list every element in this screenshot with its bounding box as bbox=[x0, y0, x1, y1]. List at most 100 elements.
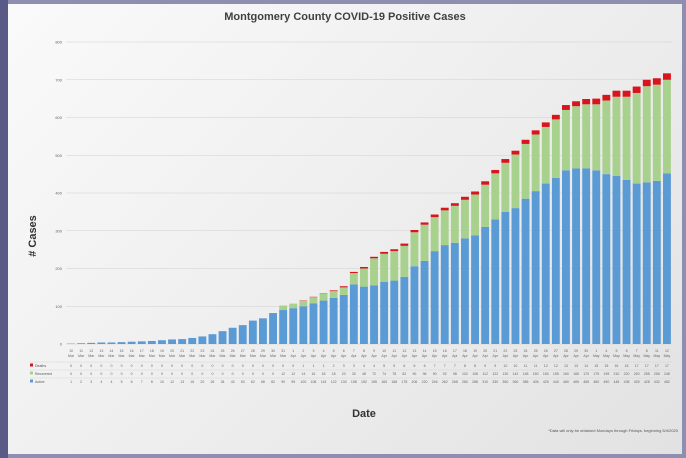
bar-active bbox=[461, 238, 469, 344]
bar-active bbox=[168, 339, 176, 344]
bar-active bbox=[663, 173, 671, 344]
bar-active bbox=[259, 318, 267, 344]
data-label: 262 bbox=[442, 380, 448, 384]
data-label: 310 bbox=[482, 380, 488, 384]
data-label: 288 bbox=[472, 380, 478, 384]
data-label: 62 bbox=[251, 380, 255, 384]
bar-active bbox=[349, 284, 358, 344]
data-label: 10 bbox=[160, 380, 164, 384]
data-label: 2 bbox=[333, 364, 335, 368]
data-label: 170 bbox=[583, 372, 589, 376]
bar-active bbox=[602, 174, 611, 344]
data-label: 130 bbox=[341, 380, 347, 384]
x-tick-month: Apr bbox=[301, 354, 307, 358]
bar-recovered bbox=[551, 119, 560, 178]
bar-active bbox=[279, 310, 288, 344]
data-label: 0 bbox=[100, 372, 102, 376]
data-label: 0 bbox=[252, 364, 254, 368]
data-label: 0 bbox=[272, 372, 274, 376]
data-label: 240 bbox=[634, 372, 640, 376]
bar-active bbox=[370, 285, 378, 344]
bar-active bbox=[248, 320, 257, 344]
x-tick-day: 8 bbox=[363, 349, 365, 353]
data-label: 122 bbox=[492, 372, 498, 376]
bar-recovered bbox=[430, 217, 439, 252]
data-label: 385 bbox=[523, 380, 529, 384]
bar-active bbox=[642, 182, 651, 344]
data-label: 246 bbox=[432, 380, 438, 384]
legend-entry: Active bbox=[35, 380, 45, 384]
data-label: 13 bbox=[180, 380, 184, 384]
x-tick-day: 11 bbox=[655, 349, 659, 353]
x-tick-month: Mar bbox=[149, 354, 156, 358]
bar-active bbox=[319, 300, 328, 344]
x-tick-month: May bbox=[664, 354, 671, 358]
x-tick-month: Apr bbox=[523, 354, 529, 358]
data-label: 18 bbox=[332, 372, 336, 376]
data-label: 7 bbox=[141, 380, 143, 384]
data-label: 0 bbox=[201, 364, 203, 368]
x-tick-month: Apr bbox=[573, 354, 579, 358]
data-label: 13 bbox=[564, 364, 568, 368]
bar-recovered bbox=[400, 245, 409, 277]
data-label: 16 bbox=[190, 380, 194, 384]
bar-active bbox=[188, 337, 197, 344]
bar-active bbox=[107, 342, 116, 344]
bar-recovered bbox=[612, 96, 621, 177]
x-tick-month: Mar bbox=[78, 354, 85, 358]
bar-active bbox=[531, 191, 540, 344]
data-label: 0 bbox=[292, 364, 294, 368]
bar-recovered bbox=[582, 104, 591, 169]
data-label: 330 bbox=[492, 380, 498, 384]
data-label: 90 bbox=[412, 372, 416, 376]
x-tick-month: Apr bbox=[402, 354, 408, 358]
bar-deaths bbox=[622, 90, 631, 97]
x-tick-month: Mar bbox=[159, 354, 166, 358]
x-tick-month: Apr bbox=[462, 354, 468, 358]
y-tick-label: 400 bbox=[55, 191, 62, 196]
bar-active bbox=[491, 219, 500, 344]
bar-active bbox=[440, 245, 449, 344]
x-tick-day: 20 bbox=[170, 349, 174, 353]
data-label: 450 bbox=[603, 380, 609, 384]
data-label: 10 bbox=[513, 364, 517, 368]
chart-panel: Montgomery County COVID-19 Positive Case… bbox=[8, 4, 682, 454]
x-tick-month: Apr bbox=[503, 354, 509, 358]
x-tick-month: Apr bbox=[321, 354, 327, 358]
bar-recovered bbox=[450, 205, 459, 243]
legend-entry: Recovered bbox=[35, 372, 52, 376]
x-tick-day: 6 bbox=[343, 349, 345, 353]
data-label: 145 bbox=[523, 372, 529, 376]
bar-deaths bbox=[582, 99, 591, 105]
data-label: 112 bbox=[482, 372, 488, 376]
data-label: 0 bbox=[232, 372, 234, 376]
bar-deaths bbox=[562, 105, 570, 110]
x-tick-day: 31 bbox=[281, 349, 285, 353]
x-tick-day: 25 bbox=[534, 349, 538, 353]
bar-deaths bbox=[329, 290, 338, 292]
data-label: 12 bbox=[291, 372, 295, 376]
x-tick-month: Apr bbox=[442, 354, 448, 358]
bar-active bbox=[218, 331, 227, 344]
bar-active bbox=[299, 306, 308, 344]
data-label: 0 bbox=[110, 364, 112, 368]
x-tick-day: 27 bbox=[241, 349, 245, 353]
data-label: 0 bbox=[121, 372, 123, 376]
data-label: 0 bbox=[191, 372, 193, 376]
data-label: 0 bbox=[171, 372, 173, 376]
bar-recovered bbox=[309, 297, 318, 304]
data-label: 220 bbox=[422, 380, 428, 384]
bar-active bbox=[269, 313, 277, 344]
data-label: 0 bbox=[262, 372, 264, 376]
x-tick-month: Mar bbox=[280, 354, 287, 358]
x-tick-month: May bbox=[613, 354, 620, 358]
data-label: 9 bbox=[484, 364, 486, 368]
x-tick-day: 13 bbox=[99, 349, 103, 353]
x-tick-day: 8 bbox=[646, 349, 648, 353]
data-label: 1 bbox=[323, 364, 325, 368]
data-label: 82 bbox=[271, 380, 275, 384]
x-tick-month: Mar bbox=[209, 354, 216, 358]
bar-active bbox=[400, 276, 409, 344]
x-tick-day: 22 bbox=[503, 349, 507, 353]
data-label: 160 bbox=[563, 372, 569, 376]
